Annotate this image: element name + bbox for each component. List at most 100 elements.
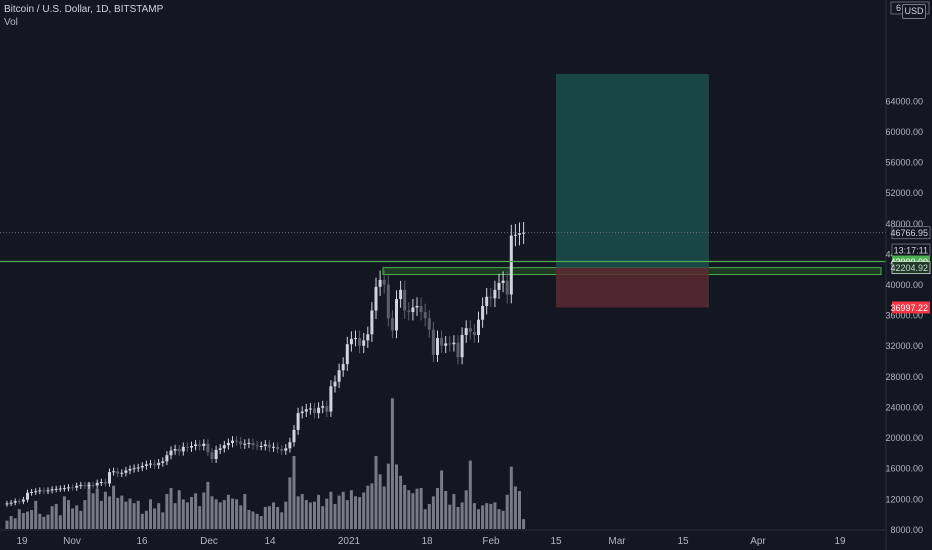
candlesticks bbox=[5, 221, 526, 507]
candle-body bbox=[448, 343, 452, 345]
volume-bar bbox=[235, 499, 239, 529]
candle-body bbox=[456, 342, 460, 358]
candle-body bbox=[370, 310, 374, 335]
volume-bar bbox=[169, 487, 173, 529]
candle-body bbox=[210, 452, 214, 460]
volume-bar bbox=[214, 499, 218, 529]
candle-body bbox=[112, 471, 116, 473]
y-tick-label: 48000.00 bbox=[885, 219, 923, 229]
volume-bar bbox=[21, 513, 25, 529]
top-price-label-text: 6 bbox=[896, 3, 901, 13]
volume-bar bbox=[5, 520, 9, 529]
candle-body bbox=[83, 485, 87, 487]
volume-bar bbox=[288, 477, 292, 529]
volume-bar bbox=[358, 497, 362, 529]
volume-bar bbox=[144, 510, 148, 529]
volume-bar bbox=[304, 500, 308, 529]
volume-bar bbox=[477, 509, 480, 529]
volume-bar bbox=[38, 513, 42, 529]
volume-bar bbox=[202, 492, 206, 529]
candle-body bbox=[403, 289, 407, 311]
volume-bar bbox=[452, 494, 456, 529]
volume-bar bbox=[9, 516, 13, 529]
x-tick-label: 16 bbox=[136, 536, 148, 547]
candle-body bbox=[165, 455, 169, 462]
price-label-text: 36997.22 bbox=[890, 303, 928, 313]
candle-body bbox=[501, 280, 505, 283]
volume-bar bbox=[161, 512, 165, 529]
volume-bar bbox=[522, 519, 526, 529]
volume-bar bbox=[399, 475, 403, 529]
candle-body bbox=[5, 503, 9, 505]
position-zones bbox=[382, 73, 882, 308]
candle-body bbox=[321, 406, 325, 408]
candle-body bbox=[99, 481, 103, 483]
candle-body bbox=[120, 472, 124, 474]
price-label-current: 46766.95 bbox=[890, 226, 931, 240]
price-label-bg bbox=[891, 226, 931, 240]
candle-body bbox=[423, 312, 427, 319]
symbol-title[interactable]: Bitcoin / U.S. Dollar, 1D, BITSTAMP bbox=[4, 4, 164, 15]
price-label-box: 42204.92 bbox=[890, 261, 931, 275]
volume-bar bbox=[411, 493, 415, 529]
x-tick-label: 2021 bbox=[338, 536, 361, 547]
volume-bar bbox=[173, 503, 177, 529]
volume-bar bbox=[419, 487, 423, 529]
volume-bar bbox=[386, 463, 390, 529]
currency-button[interactable]: USD bbox=[902, 4, 926, 19]
target-zone bbox=[556, 73, 709, 268]
candle-body bbox=[436, 338, 439, 355]
volume-bar bbox=[83, 500, 87, 529]
volume-bar bbox=[403, 484, 407, 529]
candle-body bbox=[431, 329, 435, 355]
candle-body bbox=[140, 465, 144, 468]
candle-body bbox=[464, 328, 468, 336]
x-tick-label: 14 bbox=[264, 536, 276, 547]
y-tick-label: 28000.00 bbox=[885, 372, 923, 382]
price-label-bg bbox=[892, 301, 930, 314]
y-tick-label: 56000.00 bbox=[885, 158, 923, 168]
level-lines bbox=[0, 232, 886, 263]
volume-bar bbox=[103, 491, 107, 529]
y-axis[interactable]: 4000.008000.0012000.0016000.0020000.0024… bbox=[885, 0, 923, 550]
volume-bar bbox=[91, 493, 95, 529]
volume-indicator-label[interactable]: Vol bbox=[4, 17, 18, 28]
candle-body bbox=[284, 448, 288, 451]
volume-bar bbox=[46, 514, 50, 529]
volume-bar bbox=[366, 485, 370, 529]
candle-body bbox=[9, 502, 13, 504]
candle-body bbox=[407, 310, 411, 313]
candle-body bbox=[399, 289, 403, 300]
candle-body bbox=[337, 370, 341, 382]
volume-bar bbox=[243, 494, 247, 529]
volume-bar bbox=[436, 487, 439, 529]
volume-bar bbox=[108, 496, 111, 529]
volume-bar bbox=[456, 506, 460, 529]
volume-bar bbox=[71, 508, 75, 529]
candle-body bbox=[71, 487, 75, 489]
candle-body bbox=[477, 319, 480, 336]
candle-body bbox=[149, 463, 152, 465]
volume-bar bbox=[284, 501, 288, 529]
volume-bar bbox=[292, 456, 296, 529]
x-tick-label: Apr bbox=[750, 536, 766, 547]
volume-bar bbox=[79, 510, 83, 529]
candle-body bbox=[489, 296, 493, 299]
candle-body bbox=[415, 305, 419, 308]
candle-body bbox=[345, 344, 349, 365]
volume-bar bbox=[128, 498, 132, 529]
volume-bar bbox=[337, 495, 341, 529]
candle-body bbox=[472, 331, 476, 336]
volume-bar bbox=[255, 513, 259, 529]
volume-bar bbox=[124, 501, 128, 529]
candle-body bbox=[358, 338, 362, 346]
candle-body bbox=[136, 467, 140, 469]
volume-bar bbox=[378, 474, 382, 529]
candle-body bbox=[296, 413, 300, 430]
candle-body bbox=[42, 490, 46, 492]
volume-bar bbox=[276, 506, 280, 529]
volume-bar bbox=[345, 500, 349, 529]
x-axis[interactable]: 19 Nov 16 Dec 14 2021 18 Feb 15 Mar 15 Apr 19 bbox=[0, 529, 886, 547]
volume-bar bbox=[448, 504, 452, 529]
